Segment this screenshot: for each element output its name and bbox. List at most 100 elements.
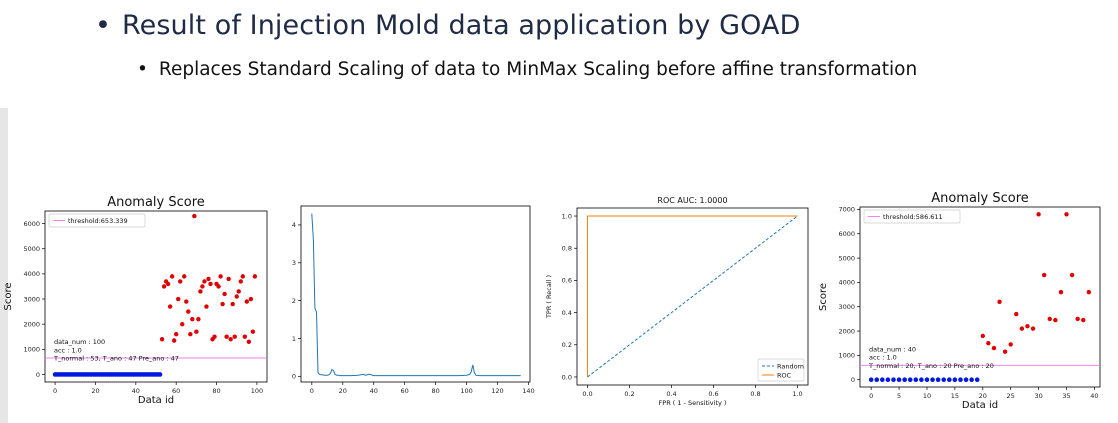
chart3-x-tick-label: 0.0 — [582, 390, 592, 398]
chart4-anomaly-point — [997, 299, 1002, 305]
slide-subtitle: • Replaces Standard Scaling of data to Mi… — [137, 59, 917, 80]
chart2-y-tick-label: 1 — [292, 335, 296, 343]
chart4-anomaly-point — [1064, 212, 1069, 217]
chart1-anomaly-point — [198, 289, 203, 294]
chart3-y-tick-label: 0.8 — [562, 245, 572, 253]
chart4-y-tick-label: 3000 — [838, 303, 855, 311]
chart1-anomaly-point — [222, 291, 227, 297]
chart4-anomaly-point — [980, 333, 985, 339]
chart4-x-tick-label: 40 — [1090, 392, 1098, 400]
chart4-plot-frame — [859, 206, 1101, 388]
chart1-anomaly-point — [250, 329, 256, 334]
chart1-anomaly-point — [188, 332, 193, 337]
chart1-anomaly-point — [220, 301, 225, 307]
chart4-normal-point — [924, 377, 930, 383]
chart4-normal-point — [974, 377, 980, 383]
chart1-anomaly-point — [194, 329, 199, 334]
chart3-x-tick-label: 0.4 — [666, 390, 676, 398]
chart1-anomaly-point — [184, 299, 189, 304]
chart4-anomaly-point — [1081, 317, 1086, 323]
chart2-x-tick-label: 120 — [491, 387, 503, 395]
chart1-y-tick-label: 5000 — [23, 245, 40, 253]
chart1-legend-label: threshold:653.339 — [68, 217, 128, 225]
chart4-x-tick-label: 15 — [951, 392, 959, 400]
chart4-normal-point — [930, 377, 935, 383]
chart2-x-tick-label: 80 — [431, 387, 439, 395]
chart1-anomaly-point — [190, 316, 195, 322]
chart2-x-tick-label: 140 — [522, 387, 534, 395]
chart4-normal-point — [868, 377, 874, 383]
chart4-normal-point — [902, 377, 907, 383]
chart2-y-tick-label: 4 — [292, 221, 296, 229]
chart4-y-tick-label: 2000 — [838, 327, 855, 335]
chart4-normal-point — [891, 377, 896, 383]
chart4-y-axis-label: Score — [818, 283, 829, 311]
chart3-y-tick-label: 0.2 — [562, 341, 572, 349]
chart4-normal-point — [969, 377, 974, 383]
slide-subtitle-text: Replaces Standard Scaling of data to Min… — [158, 59, 918, 80]
chart1-x-tick-label: 20 — [91, 387, 99, 395]
chart4-legend-box — [863, 209, 961, 224]
chart1-anomaly-point — [216, 284, 221, 289]
chart4-y-tick-label: 5000 — [838, 254, 855, 262]
chart4-x-tick-label: 25 — [1007, 392, 1015, 400]
chart1-anomaly-point — [176, 296, 181, 302]
chart1-anomaly-point — [238, 279, 243, 284]
chart1-x-tick-label: 0 — [53, 387, 57, 395]
chart3-y-tick-label: 0.6 — [562, 277, 572, 285]
chart2-x-tick-label: 100 — [460, 387, 472, 395]
chart4-anomaly-point — [1053, 317, 1058, 323]
chart1-anomaly-point — [182, 274, 187, 279]
chart4-legend-label: threshold:586.611 — [883, 213, 943, 221]
chart1-annotation: T_normal : 53, T_ano : 47 Pre_ano : 47 — [53, 355, 179, 363]
chart4-anomaly-point — [1030, 326, 1036, 331]
chart3-y-tick-label: 1.0 — [562, 212, 572, 220]
chart1-anomaly-point — [171, 338, 177, 343]
chart3-title: ROC AUC: 1.0000 — [657, 196, 727, 205]
chart2-y-tick-label: 3 — [292, 259, 296, 267]
chart4-y-tick-label: 6000 — [838, 230, 855, 238]
chart2-x-tick-label: 20 — [339, 387, 347, 395]
chart4-x-tick-label: 35 — [1062, 392, 1070, 400]
chart1-anomaly-point — [167, 304, 173, 309]
chart4-anomaly-point — [1069, 272, 1075, 278]
chart3-legend-label: ROC — [777, 371, 792, 379]
chart4-normal-point — [907, 377, 913, 383]
chart1-y-axis-label: Score — [3, 282, 14, 310]
chart1-anomaly-point — [242, 334, 247, 339]
chart1-anomaly-point — [204, 304, 209, 309]
chart4-annotation: data_num : 40 — [869, 345, 916, 353]
chart4-x-tick-label: 5 — [897, 392, 901, 400]
chart1-anomaly-point — [244, 299, 250, 304]
chart4-annotation: T_normal : 20, T_ano : 20 Pre_ano : 20 — [868, 362, 994, 370]
chart1-anomaly-point — [224, 334, 229, 339]
chart1-anomaly-point — [178, 279, 183, 284]
chart1-y-tick-label: 2000 — [23, 320, 40, 328]
chart1-y-tick-label: 3000 — [23, 295, 40, 303]
chart4-anomaly-point — [1058, 289, 1064, 295]
chart4-anomaly-point — [1019, 326, 1025, 331]
chart2-series-line — [311, 213, 521, 377]
chart3-roc-line — [587, 215, 798, 377]
chart3-x-tick-label: 0.8 — [750, 390, 760, 398]
chart1-anomaly-point — [206, 276, 211, 282]
chart4-y-tick-label: 0 — [851, 376, 855, 384]
chart1-x-tick-label: 60 — [172, 387, 180, 395]
chart4-anomaly-point — [1036, 212, 1041, 217]
chart1-y-tick-label: 4000 — [23, 270, 40, 278]
chart4-anomaly-point — [986, 341, 991, 346]
chart3-x-tick-label: 1.0 — [792, 390, 802, 398]
chart4-x-tick-label: 30 — [1034, 392, 1042, 400]
chart4-normal-point — [952, 377, 958, 383]
chart1-y-tick-label: 1000 — [23, 346, 40, 354]
chart3-x-axis-label: FPR ( 1 - Sensitivity ) — [659, 399, 727, 407]
slide-title-text: Result of Injection Mold data applicatio… — [122, 10, 801, 41]
chart4-normal-point — [880, 377, 885, 383]
chart1-anomaly-point — [234, 294, 239, 299]
chart4-anomaly-point — [1025, 323, 1030, 329]
chart4-x-axis-label: Data id — [962, 400, 998, 411]
chart1-anomaly-point — [161, 284, 167, 289]
slide-title: • Result of Injection Mold data applicati… — [95, 10, 801, 41]
chart4-normal-point — [896, 377, 902, 383]
